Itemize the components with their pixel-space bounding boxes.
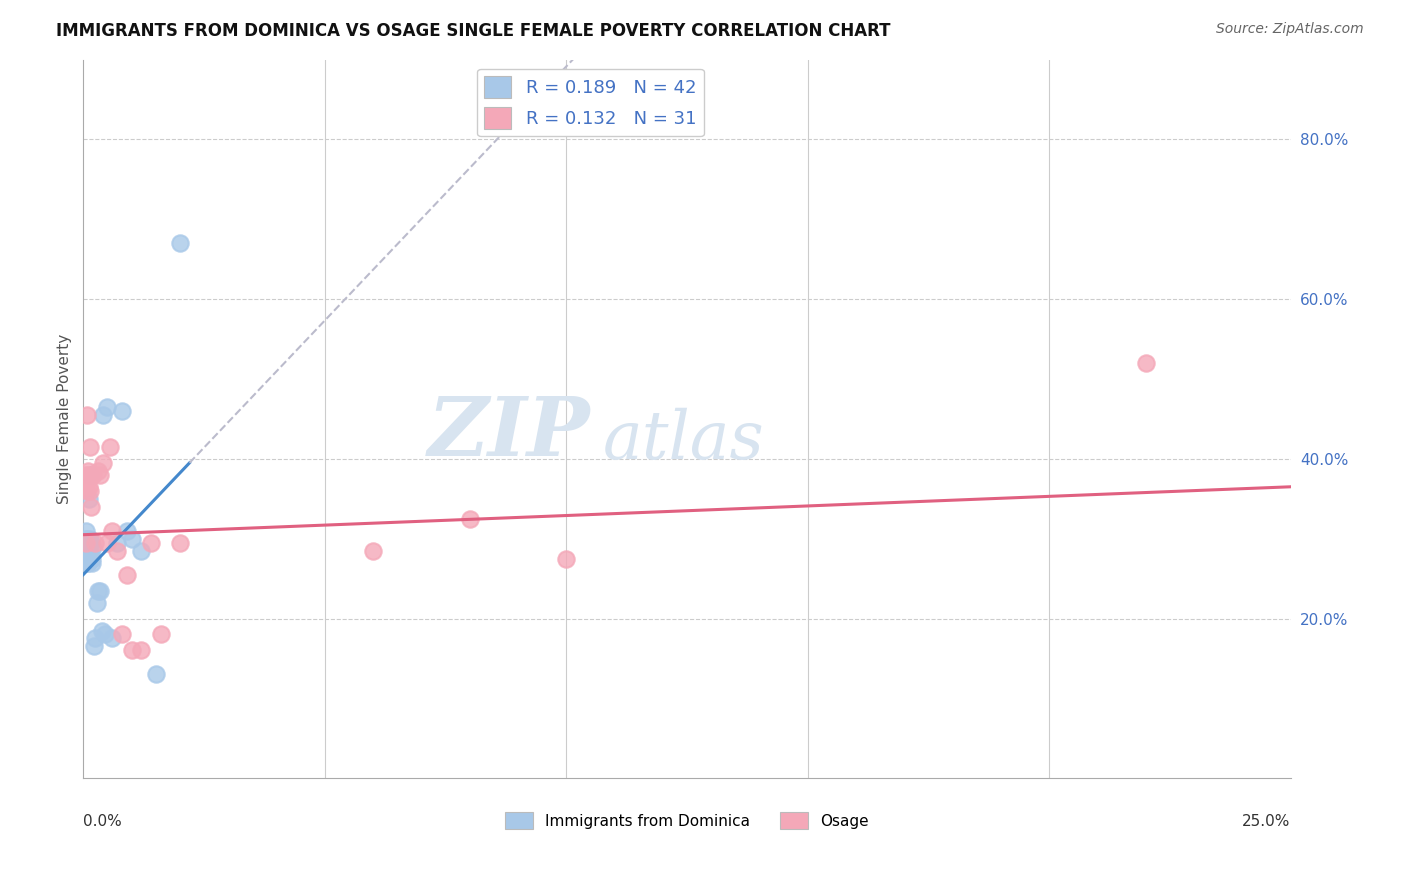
Point — [115, 567, 138, 582]
Point — [361, 543, 384, 558]
Point — [76, 532, 98, 546]
Point — [77, 480, 100, 494]
Y-axis label: Single Female Poverty: Single Female Poverty — [58, 334, 72, 504]
Point — [76, 556, 98, 570]
Point — [84, 535, 107, 549]
Point — [89, 583, 111, 598]
Point — [96, 400, 118, 414]
Point — [75, 543, 97, 558]
Point — [115, 524, 138, 538]
Point — [169, 535, 191, 549]
Point — [555, 551, 578, 566]
Point — [75, 535, 97, 549]
Point — [105, 543, 128, 558]
Point — [169, 236, 191, 251]
Point — [96, 535, 118, 549]
Point — [77, 535, 100, 549]
Point — [80, 551, 103, 566]
Point — [79, 483, 101, 498]
Point — [77, 535, 100, 549]
Point — [76, 551, 98, 566]
Point — [101, 632, 124, 646]
Text: 25.0%: 25.0% — [1243, 814, 1291, 830]
Point — [101, 524, 124, 538]
Point — [75, 543, 97, 558]
Point — [105, 535, 128, 549]
Point — [73, 548, 96, 562]
Point — [75, 524, 97, 538]
Point — [76, 408, 98, 422]
Point — [75, 548, 97, 562]
Point — [94, 627, 117, 641]
Legend: Immigrants from Dominica, Osage: Immigrants from Dominica, Osage — [499, 806, 875, 835]
Point — [79, 440, 101, 454]
Point — [82, 540, 104, 554]
Point — [1135, 356, 1157, 370]
Point — [76, 540, 98, 554]
Point — [111, 404, 134, 418]
Point — [80, 548, 103, 562]
Point — [129, 643, 152, 657]
Point — [121, 532, 143, 546]
Point — [79, 467, 101, 482]
Point — [89, 467, 111, 482]
Point — [77, 491, 100, 506]
Point — [77, 543, 100, 558]
Point — [77, 467, 100, 482]
Point — [149, 627, 172, 641]
Point — [83, 632, 105, 646]
Text: atlas: atlas — [602, 408, 765, 473]
Point — [98, 440, 121, 454]
Point — [79, 532, 101, 546]
Point — [79, 535, 101, 549]
Point — [87, 464, 110, 478]
Point — [82, 467, 104, 482]
Point — [75, 540, 97, 554]
Point — [145, 667, 167, 681]
Point — [121, 643, 143, 657]
Point — [87, 583, 110, 598]
Point — [76, 464, 98, 478]
Point — [75, 532, 97, 546]
Point — [76, 551, 98, 566]
Point — [80, 556, 103, 570]
Point — [139, 535, 162, 549]
Point — [73, 467, 96, 482]
Point — [129, 543, 152, 558]
Point — [83, 640, 105, 654]
Text: ZIP: ZIP — [427, 393, 591, 474]
Point — [91, 456, 114, 470]
Point — [76, 556, 98, 570]
Point — [111, 627, 134, 641]
Text: 0.0%: 0.0% — [83, 814, 122, 830]
Text: Source: ZipAtlas.com: Source: ZipAtlas.com — [1216, 22, 1364, 37]
Point — [90, 624, 112, 638]
Point — [80, 500, 103, 514]
Point — [91, 408, 114, 422]
Point — [76, 483, 98, 498]
Text: IMMIGRANTS FROM DOMINICA VS OSAGE SINGLE FEMALE POVERTY CORRELATION CHART: IMMIGRANTS FROM DOMINICA VS OSAGE SINGLE… — [56, 22, 891, 40]
Point — [80, 467, 103, 482]
Point — [73, 535, 96, 549]
Point — [458, 512, 481, 526]
Point — [86, 596, 108, 610]
